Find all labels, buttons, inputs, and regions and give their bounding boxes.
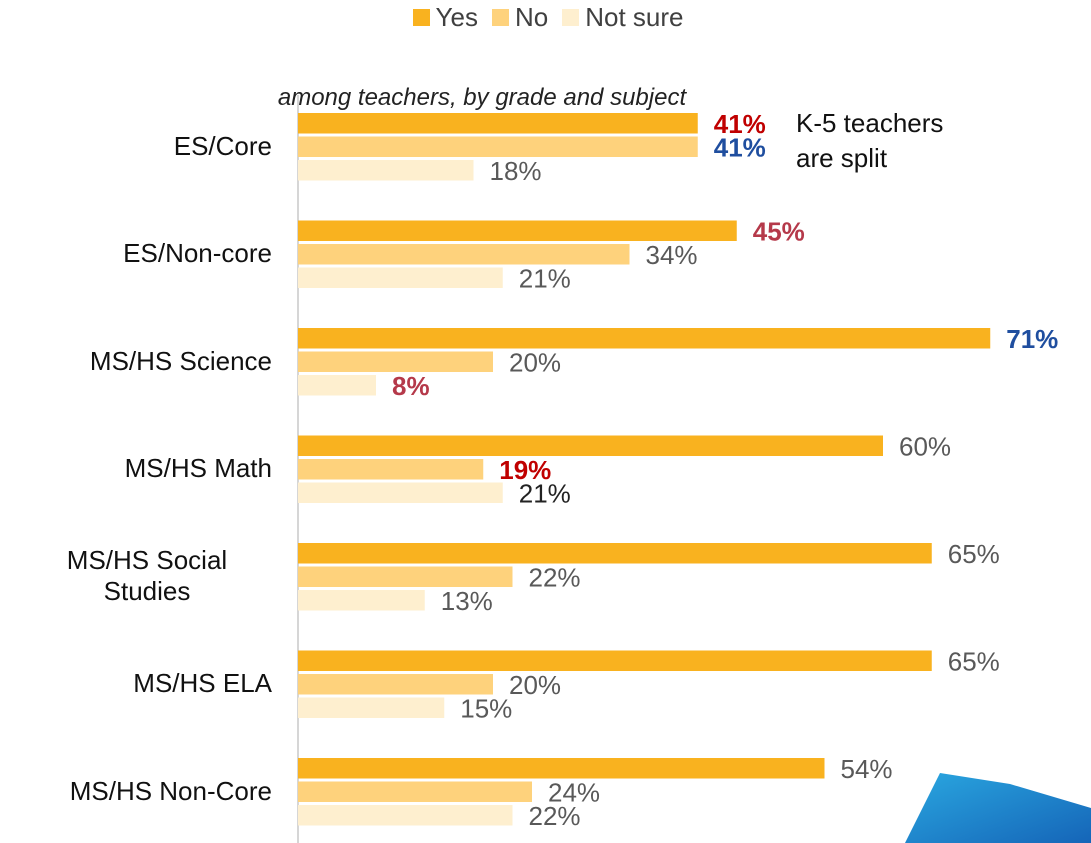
legend-label: Yes xyxy=(436,2,478,33)
value-label: 22% xyxy=(529,563,581,593)
value-label: 22% xyxy=(529,801,581,831)
legend-label: No xyxy=(515,2,548,33)
legend-swatch xyxy=(492,9,509,26)
category-text: MS/HS Non-Core xyxy=(70,776,272,807)
category-label: MS/HS Math xyxy=(125,429,272,509)
page: {"chart_data": {"type": "bar", "orientat… xyxy=(0,0,1091,843)
category-text: MS/HS ELA xyxy=(133,668,272,699)
value-label: 18% xyxy=(490,156,542,186)
bar xyxy=(298,244,630,265)
value-label: 41% xyxy=(714,133,766,163)
category-label: ES/Core xyxy=(174,106,272,186)
bar xyxy=(298,352,493,373)
bar xyxy=(298,674,493,695)
value-label: 34% xyxy=(646,240,698,270)
value-label: 54% xyxy=(841,754,893,784)
legend-item: Not sure xyxy=(562,2,683,33)
category-label: MS/HS Social Studies xyxy=(22,536,272,616)
value-label: 65% xyxy=(948,539,1000,569)
bar xyxy=(298,590,425,611)
bar xyxy=(298,375,376,396)
value-label: 13% xyxy=(441,586,493,616)
bar xyxy=(298,543,932,564)
bar xyxy=(298,221,737,242)
bar xyxy=(298,137,698,158)
value-label: 65% xyxy=(948,647,1000,677)
bar xyxy=(298,567,513,588)
value-label: 21% xyxy=(519,264,571,294)
category-text: ES/Core xyxy=(174,131,272,162)
bar xyxy=(298,483,503,504)
bar xyxy=(298,436,883,457)
bar xyxy=(298,113,698,134)
category-text: ES/Non-core xyxy=(123,238,272,269)
category-label: ES/Non-core xyxy=(123,214,272,294)
bar xyxy=(298,782,532,803)
value-label: 21% xyxy=(519,479,571,509)
category-text: MS/HS Social Studies xyxy=(22,545,272,607)
value-label: 15% xyxy=(460,694,512,724)
legend: Yes No Not sure xyxy=(0,2,1091,33)
value-label: 8% xyxy=(392,371,430,401)
value-label: 60% xyxy=(899,432,951,462)
legend-label: Not sure xyxy=(585,2,683,33)
value-label: 45% xyxy=(753,217,805,247)
category-label: MS/HS ELA xyxy=(133,644,272,724)
bar xyxy=(298,459,483,480)
category-text: MS/HS Math xyxy=(125,453,272,484)
annotation: K-5 teachers are split xyxy=(796,106,976,176)
value-label: 71% xyxy=(1006,324,1058,354)
bar xyxy=(298,160,474,181)
value-label: 20% xyxy=(509,670,561,700)
category-label: MS/HS Non-Core xyxy=(70,751,272,831)
legend-item: Yes xyxy=(413,2,478,33)
bar xyxy=(298,698,444,719)
bar xyxy=(298,651,932,672)
category-label: MS/HS Science xyxy=(90,321,272,401)
bar xyxy=(298,758,825,779)
legend-swatch xyxy=(562,9,579,26)
category-text: MS/HS Science xyxy=(90,346,272,377)
bar xyxy=(298,328,990,349)
decoration xyxy=(905,773,1091,843)
bar xyxy=(298,805,513,826)
value-label: 20% xyxy=(509,348,561,378)
legend-swatch xyxy=(413,9,430,26)
legend-item: No xyxy=(492,2,548,33)
bar xyxy=(298,268,503,289)
